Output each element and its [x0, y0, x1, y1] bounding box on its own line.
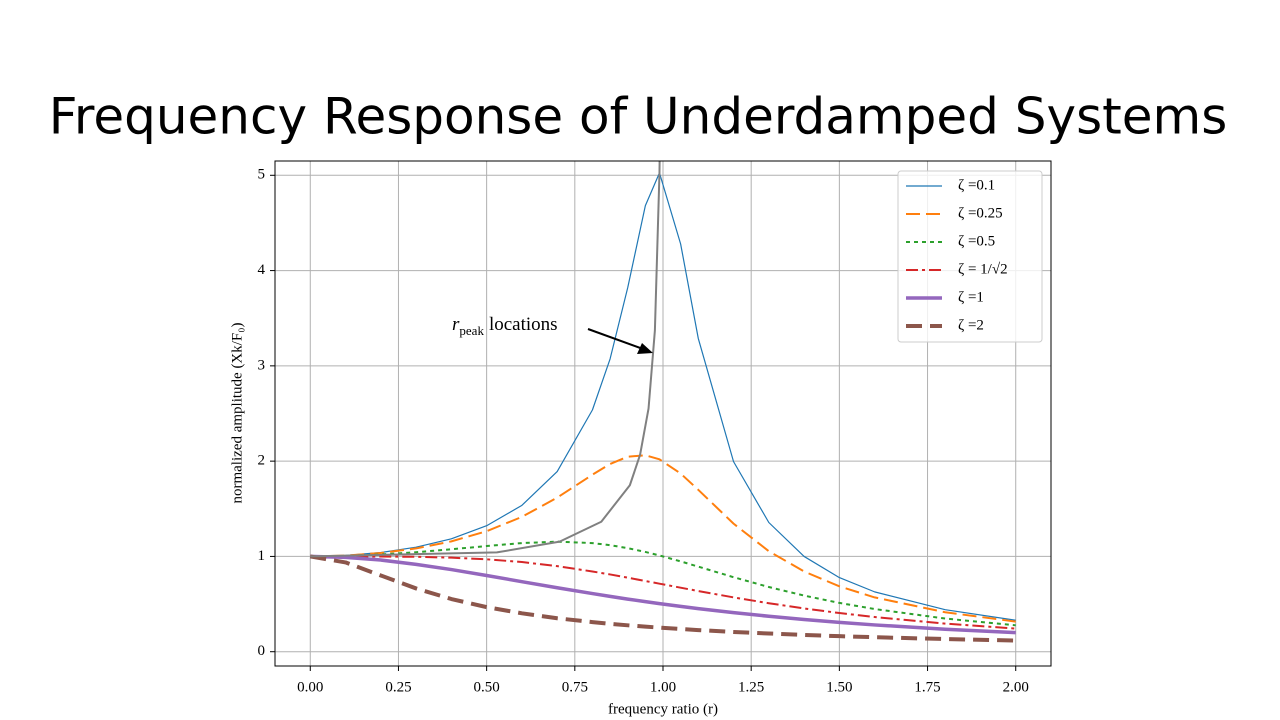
- annotation-arrow: [587, 328, 644, 350]
- x-tick-label: 0.25: [385, 679, 411, 695]
- y-tick-label: 1: [258, 548, 266, 564]
- chart-title: Frequency Response of Underdamped System…: [49, 88, 1228, 146]
- annotation-base: r: [452, 314, 460, 335]
- lines: [309, 161, 1016, 643]
- series-line: [310, 555, 1016, 630]
- series-line: [310, 172, 1016, 621]
- legend-label: ζ =1: [958, 289, 984, 305]
- y-tick-label: 3: [258, 357, 266, 373]
- y-tick-label: 2: [258, 453, 266, 469]
- legend: ζ =0.1 ζ =0.25 ζ =0.5 ζ = 1/√2 ζ =1 ζ =2: [897, 170, 1043, 343]
- y-axis-label: normalized amplitude (Xk/F₀): [229, 322, 245, 503]
- annotation-text: locations: [489, 314, 558, 335]
- x-tick-label: 0.50: [474, 679, 500, 695]
- legend-box: [897, 170, 1043, 343]
- series-line: [310, 540, 1016, 627]
- legend-label: ζ =0.1: [958, 177, 995, 193]
- series-line: [310, 554, 1016, 635]
- x-tick-label: 0.75: [562, 679, 588, 695]
- legend-label: ζ =0.5: [958, 233, 995, 249]
- y-tick-label: 0: [258, 643, 266, 659]
- x-axis-label: frequency ratio (r): [608, 701, 718, 717]
- peak-locus-line: [310, 161, 661, 558]
- series-line: [309, 554, 1016, 643]
- x-tick-label: 0.00: [297, 679, 323, 695]
- series-line: [310, 454, 1016, 623]
- x-tick-label: 1.75: [914, 679, 940, 695]
- x-tick-label: 2.00: [1003, 679, 1029, 695]
- legend-label: ζ =2: [958, 317, 984, 333]
- x-tick-label: 1.00: [650, 679, 676, 695]
- annotation: rpeak locations: [452, 314, 558, 338]
- x-tick-label: 1.25: [738, 679, 764, 695]
- y-tick-label: 5: [258, 167, 266, 183]
- y-tick-label: 4: [258, 262, 266, 278]
- legend-label: ζ = 1/√2: [958, 261, 1008, 277]
- annotation-arrowhead: [637, 343, 653, 354]
- x-tick-label: 1.50: [826, 679, 852, 695]
- annotation-subscript: peak: [459, 323, 484, 338]
- legend-label: ζ =0.25: [958, 205, 1003, 221]
